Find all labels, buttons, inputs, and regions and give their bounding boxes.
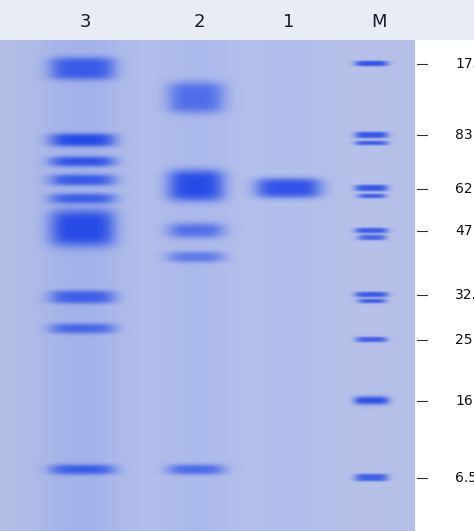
Text: 1: 1 — [283, 13, 295, 31]
Bar — [0, 0, 474, 40]
Text: 175: 175 — [455, 57, 474, 71]
Text: 6.5: 6.5 — [455, 471, 474, 485]
Text: 3: 3 — [80, 13, 91, 31]
Text: 47.5: 47.5 — [455, 224, 474, 238]
Text: 83: 83 — [455, 129, 473, 142]
Text: 2: 2 — [193, 13, 205, 31]
Text: 62: 62 — [455, 182, 473, 195]
Text: 25: 25 — [455, 333, 473, 347]
Text: 16.5: 16.5 — [455, 394, 474, 408]
Bar — [415, 0, 474, 531]
Text: 32.5: 32.5 — [455, 288, 474, 302]
Text: M: M — [372, 13, 387, 31]
